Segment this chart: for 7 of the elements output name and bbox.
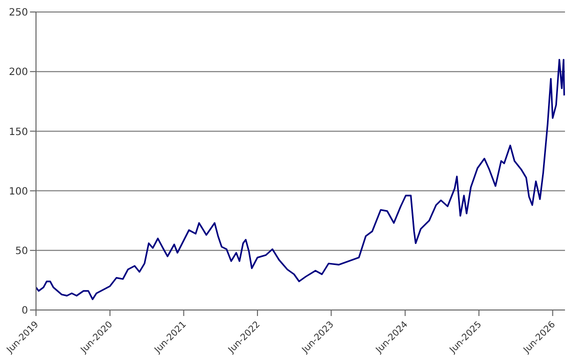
y-tick-label: 150 [8,126,28,138]
y-tick-label: 250 [8,8,28,19]
y-tick-label: 200 [8,67,28,78]
y-tick-label: 0 [22,306,28,317]
y-tick-label: 100 [8,186,28,198]
line-series [36,58,565,300]
y-tick-label: 50 [15,246,28,257]
